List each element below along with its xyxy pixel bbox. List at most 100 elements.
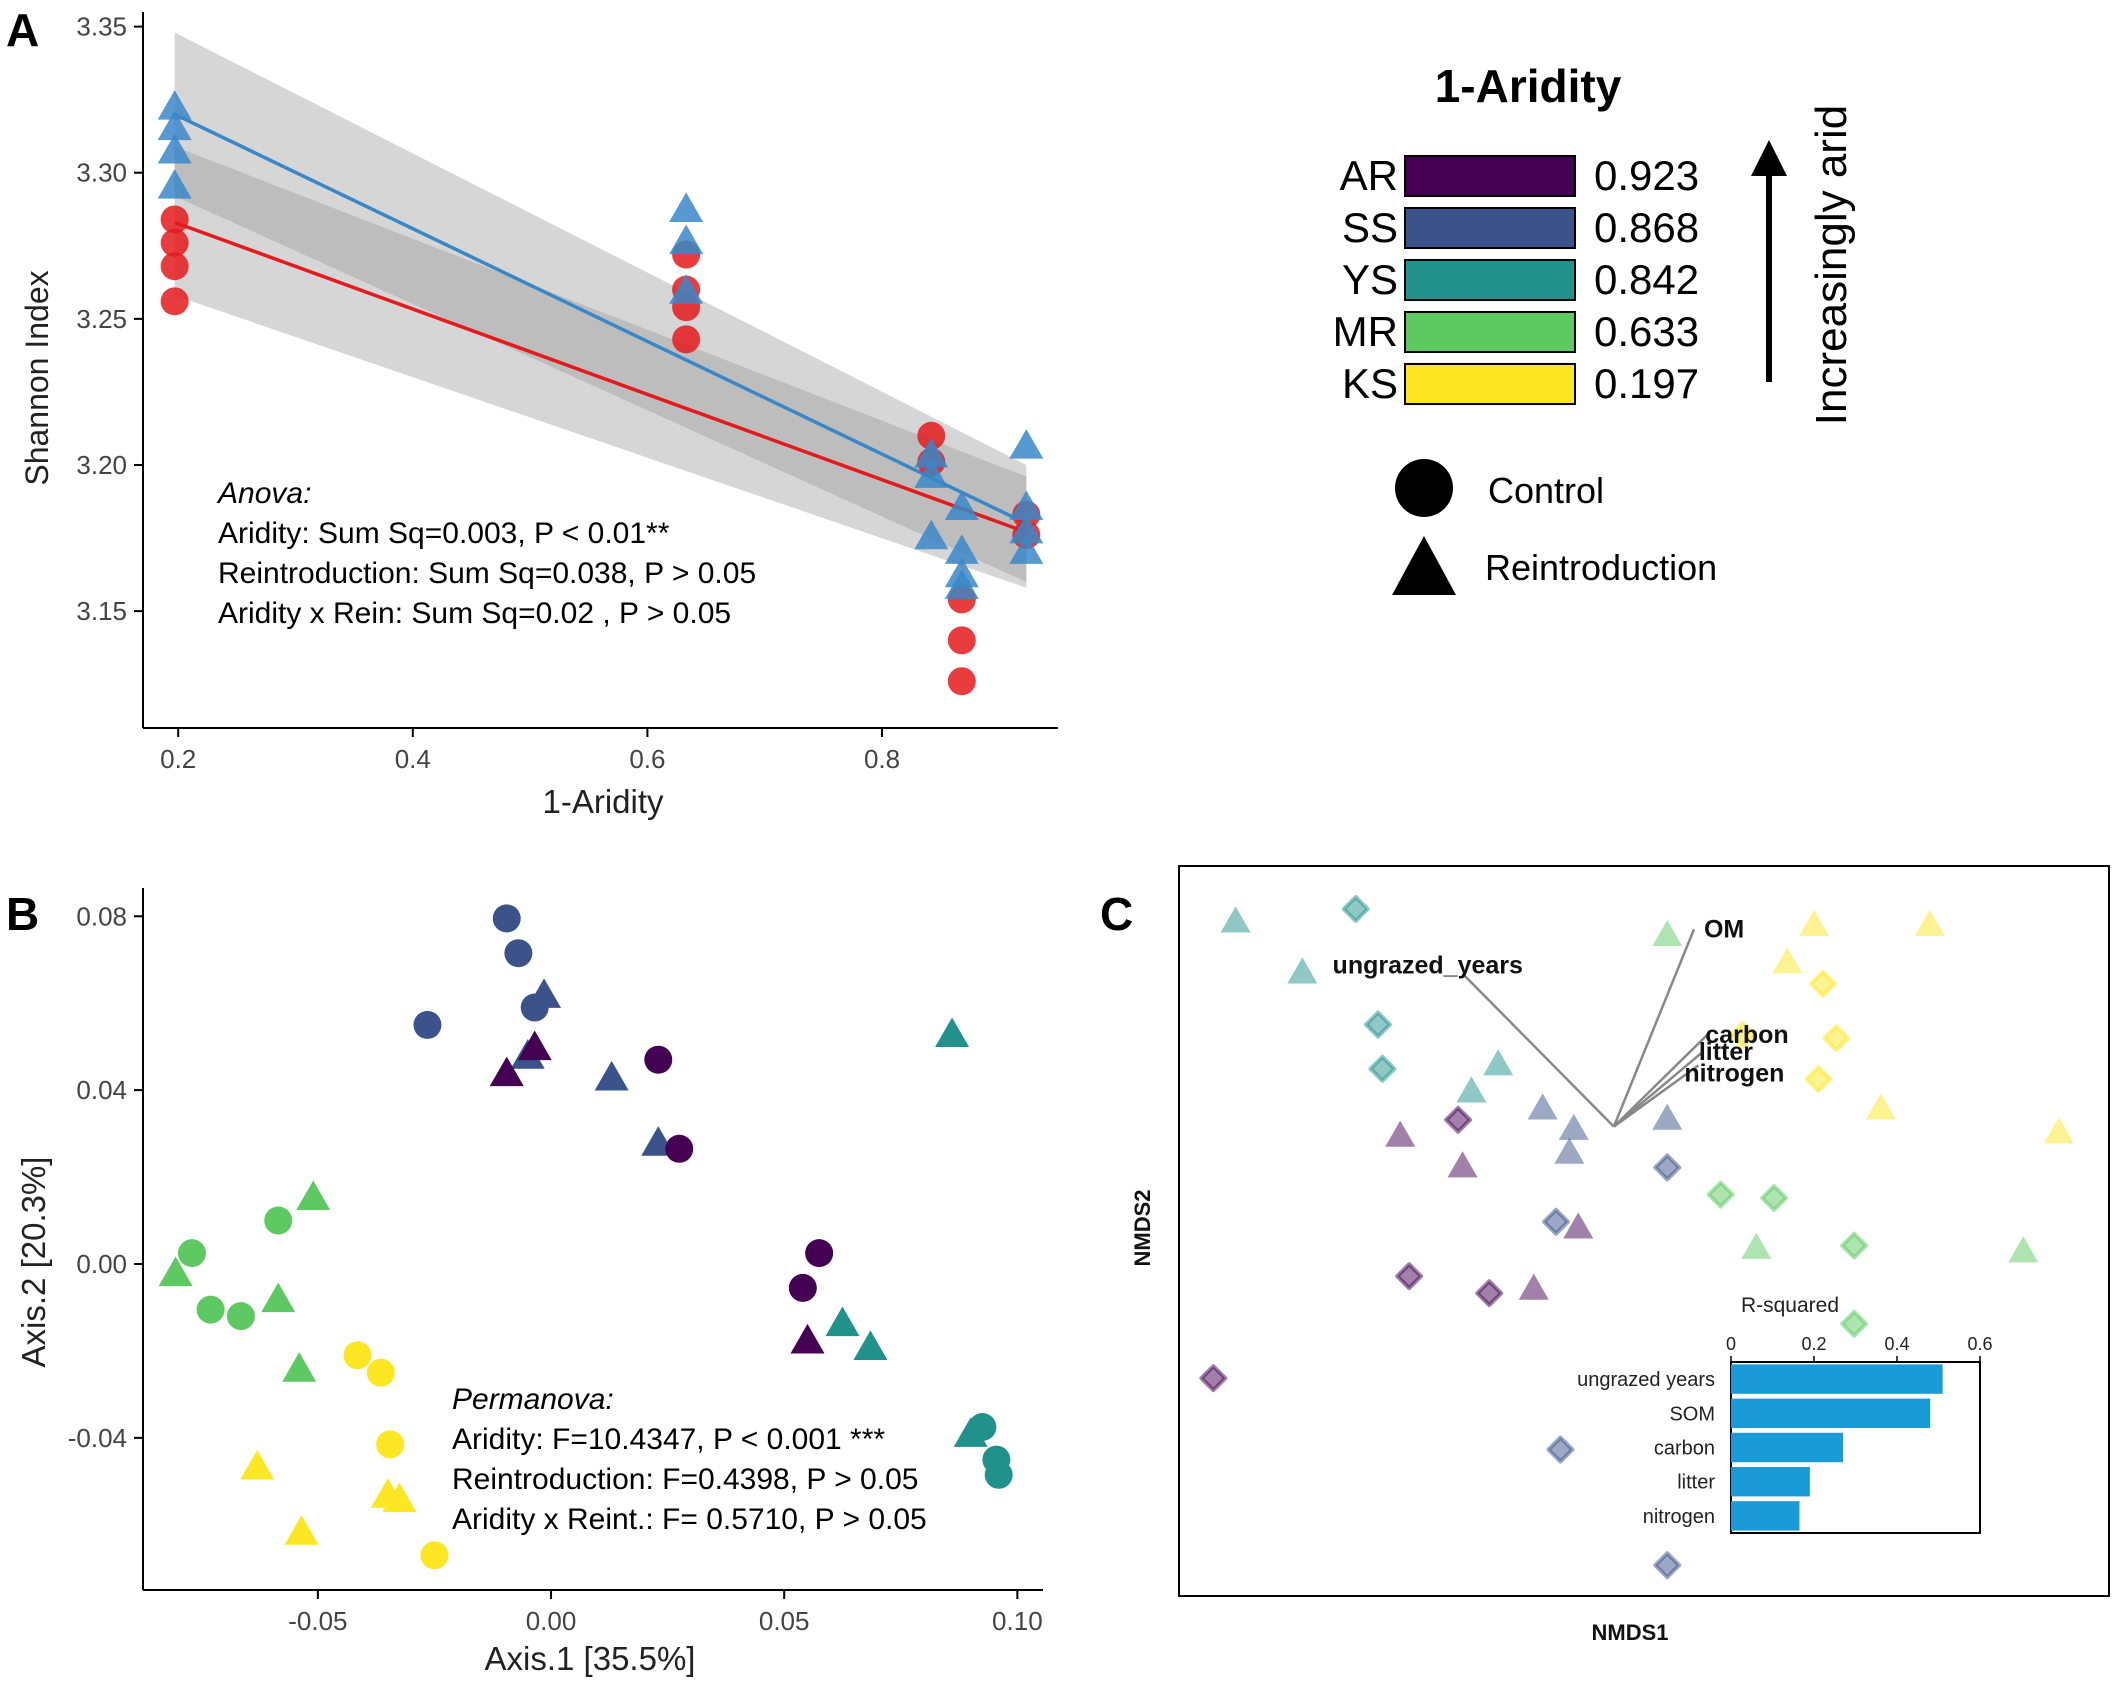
legend-site-code: MR xyxy=(1333,308,1398,355)
y-tick-label: 3.25 xyxy=(76,304,127,334)
inset-bar-ungrazed-years xyxy=(1731,1364,1943,1394)
pcoa-point-ss-control xyxy=(504,939,533,968)
nmds-point-ar-reintroduction xyxy=(1518,1273,1549,1300)
pcoa-point-mr-reintroduction xyxy=(158,1256,193,1287)
y-tick-label: 3.35 xyxy=(76,12,127,42)
vector-nitrogen xyxy=(1613,1064,1700,1128)
x-tick-label: 0.8 xyxy=(864,744,900,774)
nmds-point-ss-reintroduction xyxy=(1558,1113,1589,1140)
anova-line-1: Aridity: Sum Sq=0.003, P < 0.01** xyxy=(218,517,670,550)
panel-label-c: C xyxy=(1100,888,1133,940)
nmds-point-mr-control xyxy=(1706,1180,1735,1209)
legend-site-swatch xyxy=(1404,155,1576,197)
nmds-point-ar-reintroduction xyxy=(1563,1212,1594,1239)
nmds-point-ks-control xyxy=(1822,1024,1851,1053)
nmds-point-ar-control xyxy=(1199,1364,1228,1393)
legend-title: 1-Aridity xyxy=(1435,60,1622,112)
permanova-line-3: Aridity x Reint.: F= 0.5710, P > 0.05 xyxy=(452,1503,927,1536)
data-point-reintroduction xyxy=(157,169,192,199)
legend-control-label: Control xyxy=(1488,470,1604,511)
panel-label-b: B xyxy=(6,888,39,940)
data-point-control xyxy=(947,626,976,655)
pcoa-point-mr-control xyxy=(226,1302,255,1331)
nmds-point-ss-control xyxy=(1546,1435,1575,1464)
legend-site-swatch xyxy=(1404,207,1576,249)
inset-x-tick-label: 0 xyxy=(1726,1334,1736,1354)
nmds-point-ys-control xyxy=(1364,1010,1392,1039)
legend-control-icon xyxy=(1395,459,1453,517)
legend-site-code: AR xyxy=(1340,152,1398,199)
fit-line-reintroduction xyxy=(173,112,1028,526)
nmds-point-ys-control xyxy=(1341,895,1370,923)
anova-title: Anova: xyxy=(216,477,311,510)
pcoa-point-ys-reintroduction xyxy=(853,1330,888,1360)
anova-line-2: Reintroduction: Sum Sq=0.038, P > 0.05 xyxy=(218,557,756,590)
pcoa-point-ys-control xyxy=(968,1412,997,1441)
inset-bar-carbon xyxy=(1731,1432,1844,1463)
pcoa-point-mr-control xyxy=(177,1239,206,1268)
nmds-point-mr-reintroduction xyxy=(1652,920,1683,947)
nmds-point-ar-reintroduction xyxy=(1385,1120,1416,1147)
panel-c-xlabel: NMDS1 xyxy=(1591,1620,1668,1645)
inset-x-tick-label: 0.2 xyxy=(1801,1334,1826,1354)
legend-site-code: KS xyxy=(1342,360,1398,407)
data-point-reintroduction xyxy=(1009,534,1044,564)
legend-site-code: YS xyxy=(1342,256,1398,303)
legend-site-value: 0.868 xyxy=(1594,204,1699,251)
legend-reintroduction-label: Reintroduction xyxy=(1485,547,1717,588)
nmds-point-ks-reintroduction xyxy=(1799,909,1830,936)
pcoa-point-ys-reintroduction xyxy=(825,1306,860,1337)
x-tick-label: 0.05 xyxy=(759,1606,810,1636)
pcoa-point-mr-control xyxy=(196,1295,225,1324)
panel-b-xlabel: Axis.1 [35.5%] xyxy=(485,1640,696,1677)
data-point-reintroduction xyxy=(1009,490,1044,521)
arid-arrow-label: Increasingly arid xyxy=(1807,105,1856,425)
nmds-point-ys-reintroduction xyxy=(1483,1049,1514,1076)
permanova-line-1: Aridity: F=10.4347, P < 0.001 *** xyxy=(452,1423,885,1456)
data-point-reintroduction xyxy=(944,569,979,599)
nmds-point-ss-control xyxy=(1653,1551,1682,1580)
pcoa-point-mr-reintroduction xyxy=(261,1282,296,1313)
y-tick-label: 3.20 xyxy=(76,450,127,480)
pcoa-point-ks-control xyxy=(420,1541,449,1570)
nmds-point-ys-reintroduction xyxy=(1287,957,1318,984)
nmds-point-ks-reintroduction xyxy=(2043,1117,2074,1144)
pcoa-point-ss-reintroduction xyxy=(527,978,562,1008)
x-tick-label: 0.10 xyxy=(992,1606,1043,1636)
panel-c-ylabel: NMDS2 xyxy=(1130,1189,1155,1266)
panel-a-chart: 0.2 0.4 0.6 0.8 3.15 3.20 3.25 3.30 3.35 1-Aridi… xyxy=(19,12,1058,820)
pcoa-point-ks-reintroduction xyxy=(284,1515,319,1545)
nmds-point-mr-control xyxy=(1840,1309,1869,1338)
nmds-point-ss-control xyxy=(1542,1207,1570,1236)
nmds-point-mr-reintroduction xyxy=(2008,1236,2039,1263)
inset-category-label: carbon xyxy=(1654,1438,1715,1460)
nmds-point-ys-reintroduction xyxy=(1456,1076,1487,1103)
data-point-control xyxy=(160,228,189,257)
x-tick-label: 0.6 xyxy=(629,744,665,774)
inset-category-label: litter xyxy=(1677,1472,1715,1494)
inset-x-tick-label: 0.4 xyxy=(1884,1334,1909,1354)
pcoa-point-ar-control xyxy=(805,1239,834,1268)
y-tick-label: 0.08 xyxy=(76,901,127,931)
confidence-band-control xyxy=(174,146,1027,588)
inset-bar-nitrogen xyxy=(1731,1501,1800,1531)
data-point-control xyxy=(947,667,976,696)
legend-site-value: 0.197 xyxy=(1594,360,1699,407)
data-point-control xyxy=(160,205,189,234)
inset-bar-litter xyxy=(1731,1466,1810,1497)
y-tick-label: 3.15 xyxy=(76,596,127,626)
vector-label-OM: OM xyxy=(1704,915,1744,943)
pcoa-point-ks-control xyxy=(376,1430,405,1459)
data-point-reintroduction xyxy=(1009,513,1044,544)
vector-OM xyxy=(1612,928,1696,1128)
x-tick-label: 0.4 xyxy=(395,744,431,774)
nmds-point-ar-control xyxy=(1444,1105,1473,1134)
data-point-reintroduction xyxy=(157,90,192,120)
data-point-reintroduction xyxy=(914,519,949,550)
data-point-control xyxy=(160,287,189,316)
pcoa-point-mr-reintroduction xyxy=(296,1180,331,1211)
nmds-point-mr-control xyxy=(1760,1184,1789,1212)
inset-bar-som xyxy=(1731,1398,1931,1429)
y-tick-label: -0.04 xyxy=(68,1423,127,1453)
